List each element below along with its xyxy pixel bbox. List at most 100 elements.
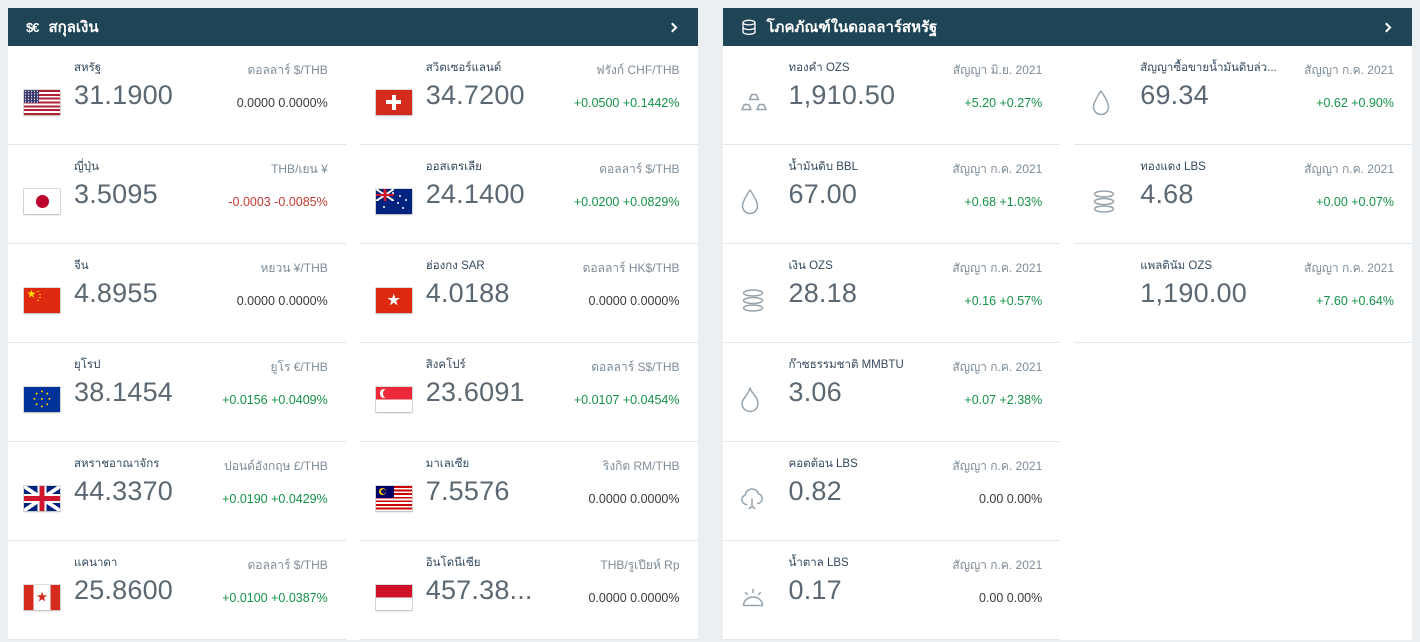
change-value: +0.68 +1.03%: [964, 195, 1043, 209]
quote-info: ฟรังก์ CHF/THB +0.0500 +0.1442%: [574, 46, 680, 144]
quote-info: สัญญา ก.ค. 2021 +7.60 +0.64%: [1304, 244, 1394, 342]
oil-drop-icon: [741, 188, 758, 214]
flag-slot: [372, 343, 426, 441]
instrument-info: ทองแดง LBS 4.68: [1140, 145, 1206, 243]
instrument-name: ทองแดง LBS: [1140, 161, 1206, 173]
flag-slot: [20, 442, 74, 540]
quote-info: ดอลลาร์ $/THB 0.0000 0.0000%: [237, 46, 328, 144]
instrument-name: คอตต้อน LBS: [788, 458, 858, 470]
instrument-value: 457.38...: [425, 575, 533, 605]
instrument-info: ทองคำ OZS 1,910.50: [789, 46, 896, 144]
pair-label: ฟรังก์ CHF/THB: [596, 63, 680, 77]
instrument-name: น้ำมันดิบ BBL: [788, 161, 858, 173]
pair-label: THB/เยน ¥: [271, 162, 328, 176]
quote-info: ดอลลาร์ HK$/THB 0.0000 0.0000%: [583, 244, 680, 342]
currency-card-grid: สหรัฐ 31.1900 ดอลลาร์ $/THB 0.0000 0.000…: [8, 46, 698, 640]
instrument-value: 4.0188: [425, 278, 510, 308]
instrument-value: 4.8955: [74, 278, 158, 308]
instrument-value: 3.5095: [74, 179, 158, 209]
change-value: 0.0000 0.0000%: [236, 294, 328, 308]
instrument-info: คอตต้อน LBS 0.82: [789, 442, 858, 540]
canada-flag-icon: [24, 584, 60, 610]
icon-slot: [1086, 46, 1140, 144]
currency-card-china[interactable]: จีน 4.8955 หยวน ¥/THB 0.0000 0.0000%: [8, 244, 346, 343]
commodity-card-natural-gas[interactable]: ก๊าซธรรมชาติ MMBTU 3.06 สัญญา ก.ค. 2021 …: [722, 343, 1061, 442]
pair-label: ยูโร €/THB: [270, 360, 328, 374]
currency-card-indonesia[interactable]: อินโดนีเซีย 457.38... THB/รูเปียห์ Rp 0.…: [359, 541, 698, 640]
instrument-name: สวิตเซอร์แลนด์: [425, 62, 502, 74]
commodity-panel-more-link[interactable]: [1379, 20, 1394, 35]
quote-info: สัญญา ก.ค. 2021 +0.62 +0.90%: [1304, 46, 1394, 144]
instrument-name: ทองคำ OZS: [788, 62, 850, 74]
instrument-name: ญี่ปุ่น: [74, 161, 99, 173]
quote-info: THB/รูเปียห์ Rp 0.0000 0.0000%: [588, 541, 679, 639]
instrument-info: เงิน OZS 28.18: [789, 244, 858, 342]
pair-label: ปอนด์อังกฤษ £/THB: [224, 459, 328, 473]
icon-slot: [735, 46, 789, 144]
currency-panel-header: $€ สกุลเงิน: [8, 8, 698, 46]
contract-label: สัญญา มิ.ย. 2021: [952, 63, 1043, 77]
instrument-name: เงิน OZS: [788, 260, 833, 272]
commodity-card-crude-oil[interactable]: น้ำมันดิบ BBL 67.00 สัญญา ก.ค. 2021 +0.6…: [722, 145, 1061, 244]
quote-info: สัญญา ก.ค. 2021 0.00 0.00%: [952, 541, 1042, 639]
currency-card-singapore[interactable]: สิงคโปร์ 23.6091 ดอลลาร์ S$/THB +0.0107 …: [359, 343, 698, 442]
platinum-icon-slot: [1090, 287, 1120, 313]
commodity-card-grid: ทองคำ OZS 1,910.50 สัญญา มิ.ย. 2021 +5.2…: [722, 46, 1412, 640]
flag-slot: [20, 46, 74, 144]
chevron-right-icon: [667, 22, 677, 32]
pair-label: ดอลลาร์ $/THB: [247, 558, 328, 572]
quote-info: THB/เยน ¥ -0.0003 -0.0085%: [228, 145, 327, 243]
instrument-name: ฮ่องกง SAR: [425, 260, 485, 272]
contract-label: สัญญา ก.ค. 2021: [1304, 162, 1394, 176]
instrument-name: น้ำตาล LBS: [788, 557, 849, 569]
pair-label: ดอลลาร์ HK$/THB: [582, 261, 680, 275]
natural-gas-flame-icon: [740, 386, 759, 412]
instrument-value: 0.17: [788, 575, 842, 605]
quote-info: ริงกิต RM/THB 0.0000 0.0000%: [588, 442, 679, 540]
quote-info: สัญญา ก.ค. 2021 0.00 0.00%: [952, 442, 1042, 540]
instrument-name: อินโดนีเซีย: [425, 557, 481, 569]
commodity-card-crude-oil-futures[interactable]: สัญญาซื้อขายน้ำมันดิบล่ว... 69.34 สัญญา …: [1074, 46, 1412, 145]
eu-flag-icon: [24, 386, 60, 412]
instrument-name: สหราชอาณาจักร: [74, 458, 160, 470]
quote-info: ปอนด์อังกฤษ £/THB +0.0190 +0.0429%: [222, 442, 328, 540]
currency-card-canada[interactable]: แคนาดา 25.8600 ดอลลาร์ $/THB +0.0100 +0.…: [8, 541, 346, 640]
currency-card-europe[interactable]: ยุโรป 38.1454 ยูโร €/THB +0.0156 +0.0409…: [8, 343, 346, 442]
quote-info: สัญญา ก.ค. 2021 +0.68 +1.03%: [952, 145, 1042, 243]
commodity-panel-header: โภคภัณฑ์ในดอลลาร์สหรัฐ: [722, 8, 1412, 46]
currency-card-switzerland[interactable]: สวิตเซอร์แลนด์ 34.7200 ฟรังก์ CHF/THB +0…: [359, 46, 698, 145]
singapore-flag-icon: [375, 386, 412, 412]
change-value: 0.0000 0.0000%: [236, 96, 328, 110]
commodity-card-sugar[interactable]: น้ำตาล LBS 0.17 สัญญา ก.ค. 2021 0.00 0.0…: [722, 541, 1061, 640]
currency-card-malaysia[interactable]: มาเลเซีย 7.5576 ริงกิต RM/THB 0.0000 0.0…: [359, 442, 698, 541]
instrument-value: 3.06: [788, 377, 842, 407]
instrument-info: น้ำตาล LBS 0.17: [789, 541, 849, 639]
us-flag-icon: [24, 89, 60, 115]
currency-card-australia[interactable]: ออสเตรเลีย 24.1400 ดอลลาร์ $/THB +0.0200…: [359, 145, 698, 244]
instrument-info: มาเลเซีย 7.5576: [426, 442, 510, 540]
instrument-value: 67.00: [788, 179, 858, 209]
currency-card-uk[interactable]: สหราชอาณาจักร 44.3370 ปอนด์อังกฤษ £/THB …: [8, 442, 346, 541]
change-value: +0.62 +0.90%: [1316, 96, 1394, 110]
commodity-card-platinum[interactable]: แพลตินัม OZS 1,190.00 สัญญา ก.ค. 2021 +7…: [1074, 244, 1412, 343]
pair-label: ดอลลาร์ $/THB: [247, 63, 328, 77]
japan-flag-icon: [24, 188, 60, 214]
change-value: +0.0107 +0.0454%: [573, 393, 680, 407]
commodity-card-cotton[interactable]: คอตต้อน LBS 0.82 สัญญา ก.ค. 2021 0.00 0.…: [722, 442, 1061, 541]
commodity-card-silver[interactable]: เงิน OZS 28.18 สัญญา ก.ค. 2021 +0.16 +0.…: [722, 244, 1061, 343]
commodity-card-copper[interactable]: ทองแดง LBS 4.68 สัญญา ก.ค. 2021 +0.00 +0…: [1074, 145, 1412, 244]
commodity-card-gold[interactable]: ทองคำ OZS 1,910.50 สัญญา มิ.ย. 2021 +5.2…: [722, 46, 1061, 145]
instrument-info: น้ำมันดิบ BBL 67.00: [789, 145, 858, 243]
currency-card-japan[interactable]: ญี่ปุ่น 3.5095 THB/เยน ¥ -0.0003 -0.0085…: [8, 145, 346, 244]
change-value: +5.20 +0.27%: [964, 96, 1043, 110]
quote-info: สัญญา มิ.ย. 2021 +5.20 +0.27%: [953, 46, 1042, 144]
currency-card-hong-kong[interactable]: ฮ่องกง SAR 4.0188 ดอลลาร์ HK$/THB 0.0000…: [359, 244, 698, 343]
currency-panel-more-link[interactable]: [665, 20, 680, 35]
oil-drop-icon: [1093, 89, 1110, 115]
pair-label: ดอลลาร์ S$/THB: [591, 360, 680, 374]
flag-slot: [20, 244, 74, 342]
china-flag-icon: [24, 287, 60, 313]
contract-label: สัญญา ก.ค. 2021: [952, 360, 1043, 374]
instrument-info: จีน 4.8955: [74, 244, 158, 342]
currency-card-us[interactable]: สหรัฐ 31.1900 ดอลลาร์ $/THB 0.0000 0.000…: [8, 46, 346, 145]
